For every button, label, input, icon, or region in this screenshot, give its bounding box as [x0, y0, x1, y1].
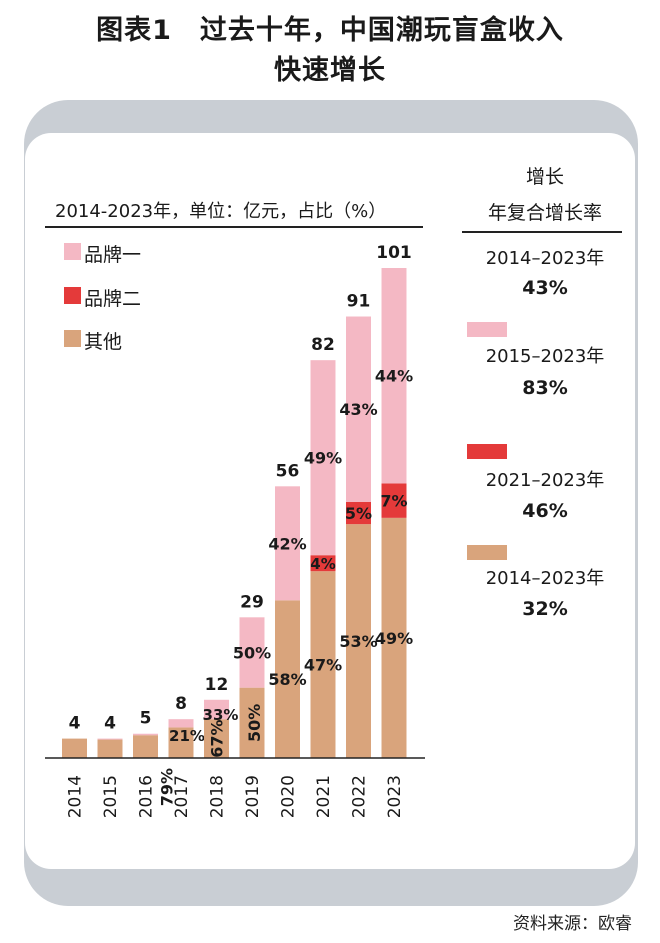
- bar-segment-2015-2: [97, 738, 123, 740]
- x-tick-label-2017: 2017: [172, 775, 192, 818]
- bar-segment-2015-0: [97, 739, 123, 758]
- x-tick-label-2021: 2021: [314, 775, 334, 818]
- total-label-2017: 8: [175, 694, 187, 714]
- title-line-1: 图表1 过去十年，中国潮玩盲盒收入: [96, 15, 564, 46]
- segment-label-2019-0: 50%: [245, 704, 264, 742]
- growth-rate-1: 43%: [522, 277, 568, 299]
- growth-header-line-2: 年复合增长率: [487, 202, 602, 224]
- x-tick-label-2019: 2019: [243, 775, 263, 818]
- bar-segment-2023-0: [381, 517, 407, 758]
- growth-header-underline: [462, 231, 622, 233]
- bar-segment-2016-0: [133, 735, 158, 758]
- bar-segment-2022-1: [346, 501, 371, 525]
- legend-swatch-other: [64, 330, 81, 347]
- bar-segment-2021-1: [310, 555, 336, 572]
- growth-rate-3: 46%: [522, 500, 568, 522]
- growth-period-4: 2014–2023年: [485, 568, 605, 589]
- bar-segment-2018-0: [204, 719, 229, 758]
- segment-label-2021-1: 4%: [310, 555, 335, 573]
- bar-segment-2017-2: [168, 719, 194, 728]
- segment-label-2018-0: 67%: [208, 719, 227, 757]
- bar-segment-2023-2: [381, 268, 407, 484]
- x-tick-label-2016: 2016: [137, 775, 157, 818]
- segment-label-2022-0: 53%: [339, 632, 377, 651]
- bar-segment-2014-0: [62, 738, 87, 758]
- x-tick-label-2015: 2015: [101, 775, 121, 818]
- subtitle-underline: [45, 226, 423, 228]
- segment-label-2021-2: 49%: [304, 449, 342, 468]
- legend-label-brand1: 品牌一: [84, 244, 142, 266]
- segment-label-2017-2: 21%: [169, 727, 205, 745]
- total-label-2021: 82: [311, 335, 335, 355]
- total-label-2023: 101: [376, 243, 412, 263]
- x-tick-label-2014: 2014: [66, 775, 86, 818]
- bar-segment-2019-2: [239, 617, 265, 688]
- segment-label-2022-2: 43%: [339, 400, 377, 419]
- growth-swatch-2: [467, 322, 507, 337]
- bar-segment-2022-0: [346, 524, 371, 758]
- total-label-2016: 5: [140, 709, 152, 729]
- growth-swatch-4: [467, 545, 507, 560]
- growth-period-2: 2015–2023年: [485, 346, 605, 367]
- x-tick-label-2022: 2022: [350, 775, 370, 818]
- bar-segment-2021-2: [310, 360, 336, 556]
- growth-period-3: 2021–2023年: [485, 470, 605, 491]
- bar-segment-2018-2: [204, 699, 229, 720]
- bar-segment-2016-2: [133, 733, 158, 736]
- total-label-2015: 4: [104, 714, 116, 734]
- total-label-2014: 4: [69, 714, 81, 734]
- x-tick-label-2023: 2023: [385, 775, 405, 818]
- segment-label-2023-0: 49%: [375, 629, 413, 648]
- segment-label-2023-2: 44%: [375, 367, 413, 386]
- legend-swatch-brand2: [64, 287, 81, 304]
- segment-label-2020-2: 42%: [268, 534, 306, 553]
- legend-label-other: 其他: [84, 331, 123, 353]
- bar-segment-2022-2: [346, 316, 371, 502]
- title-line-2: 快速增长: [274, 55, 386, 86]
- chart-subtitle: 2014-2023年，单位：亿元，占比（%）: [55, 201, 387, 222]
- segment-label-2017-0: 79%: [158, 768, 177, 806]
- growth-swatch-3: [467, 444, 507, 459]
- legend-swatch-brand1: [64, 243, 81, 260]
- total-label-2019: 29: [240, 592, 264, 612]
- bar-segment-2020-0: [275, 600, 300, 758]
- total-label-2018: 12: [205, 675, 229, 695]
- segment-label-2023-1: 7%: [380, 492, 407, 511]
- bar-segment-2020-2: [275, 486, 300, 601]
- source-note: 资料来源：欧睿: [513, 914, 632, 934]
- bar-segment-2023-1: [381, 483, 407, 518]
- growth-rate-2: 83%: [522, 377, 568, 399]
- growth-rate-4: 32%: [522, 598, 568, 620]
- segment-label-2022-1: 5%: [345, 504, 372, 523]
- growth-period-1: 2014–2023年: [485, 248, 605, 269]
- total-label-2020: 56: [276, 461, 300, 481]
- x-tick-label-2020: 2020: [279, 775, 299, 818]
- segment-label-2019-2: 50%: [233, 643, 271, 662]
- bar-segment-2019-0: [239, 687, 265, 758]
- bar-segment-2017-0: [168, 727, 194, 758]
- bar-segment-2021-0: [310, 571, 336, 758]
- growth-header-line-1: 增长: [525, 166, 564, 188]
- segment-label-2021-0: 47%: [304, 656, 342, 675]
- legend-label-brand2: 品牌二: [84, 288, 142, 310]
- segment-label-2018-2: 33%: [203, 706, 239, 724]
- segment-label-2020-0: 58%: [268, 670, 306, 689]
- x-tick-label-2018: 2018: [208, 775, 228, 818]
- total-label-2022: 91: [347, 292, 371, 312]
